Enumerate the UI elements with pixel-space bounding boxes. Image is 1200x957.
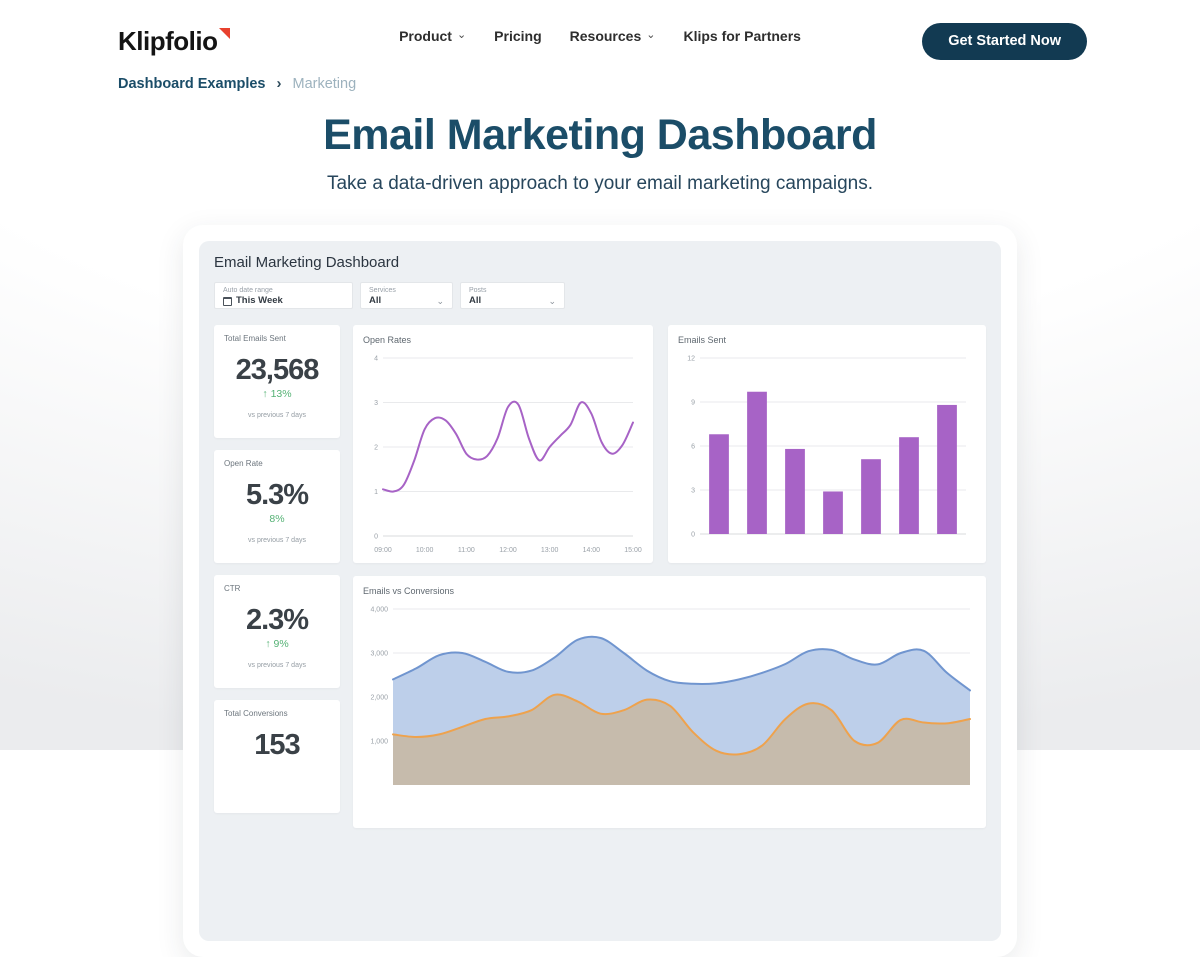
svg-text:0: 0 bbox=[374, 534, 378, 541]
svg-text:14:00: 14:00 bbox=[583, 547, 601, 554]
open-rates-chart: 0 1 2 3 4 09:00 10:00 11:00 12:00 13:00 14:00 15:00 bbox=[374, 356, 642, 555]
chevron-down-icon: ⌄ bbox=[548, 296, 556, 306]
get-started-button[interactable]: Get Started Now bbox=[922, 22, 1087, 60]
filter-value-row: This Week bbox=[223, 295, 344, 307]
svg-text:12:00: 12:00 bbox=[499, 547, 517, 554]
chevron-down-icon: ⌄ bbox=[456, 29, 467, 41]
kpi-note: vs previous 7 days bbox=[248, 662, 306, 669]
kpi-label: Open Rate bbox=[224, 459, 263, 468]
nav-item-product[interactable]: Product ⌄ bbox=[399, 28, 466, 44]
svg-text:3: 3 bbox=[691, 488, 695, 495]
filter-services[interactable]: Services All ⌄ bbox=[360, 282, 453, 309]
kpi-value: 5.3% bbox=[245, 479, 309, 511]
nav-item-label: Resources bbox=[569, 28, 642, 44]
kpi-delta: 8% bbox=[269, 513, 285, 525]
svg-text:1: 1 bbox=[374, 489, 378, 496]
emails-sent-title: Emails Sent bbox=[678, 335, 727, 345]
svg-text:0: 0 bbox=[691, 532, 695, 539]
svg-text:1,000: 1,000 bbox=[370, 739, 388, 746]
svg-text:3: 3 bbox=[374, 400, 378, 407]
chevron-down-icon: ⌄ bbox=[436, 296, 444, 306]
chevron-down-icon: ⌄ bbox=[646, 29, 656, 41]
svg-text:2: 2 bbox=[374, 445, 378, 452]
filter-label: Posts bbox=[469, 287, 487, 294]
breadcrumb-parent-link[interactable]: Dashboard Examples bbox=[118, 76, 266, 92]
svg-text:4,000: 4,000 bbox=[370, 607, 388, 614]
kpi-delta: ↑ 9% bbox=[265, 638, 289, 650]
logo-flag-icon bbox=[219, 28, 231, 39]
nav-item-label: Product bbox=[399, 28, 452, 44]
charts-column: Open Rates 0 1 2 3 4 09:00 10:00 11:00 12:00 13:0… bbox=[353, 325, 986, 828]
open-rates-title: Open Rates bbox=[363, 335, 412, 345]
svg-text:12: 12 bbox=[687, 356, 695, 363]
kpi-column: Total Emails Sent 23,568 ↑ 13% vs previous … bbox=[214, 325, 340, 828]
charts-row: Open Rates 0 1 2 3 4 09:00 10:00 11:00 12:00 13:0… bbox=[353, 325, 986, 563]
svg-text:9: 9 bbox=[691, 400, 695, 407]
svg-text:11:00: 11:00 bbox=[458, 547, 475, 554]
breadcrumb: Dashboard Examples › Marketing bbox=[0, 62, 1200, 93]
page-subtitle: Take a data-driven approach to your emai… bbox=[326, 173, 873, 194]
svg-text:4: 4 bbox=[374, 356, 378, 363]
svg-text:15:00: 15:00 bbox=[624, 547, 642, 554]
kpi-value: 2.3% bbox=[245, 604, 309, 636]
nav-item-klips-for-partners[interactable]: Klips for Partners bbox=[683, 28, 800, 44]
svg-text:10:00: 10:00 bbox=[416, 547, 434, 554]
filter-label: Auto date range bbox=[223, 287, 273, 294]
emails-sent-chart: 0 3 6 9 12 bbox=[687, 356, 966, 539]
filter-auto-date-range[interactable]: Auto date range This Week bbox=[214, 282, 353, 309]
kpi-card-ctr: CTR 2.3% ↑ 9% vs previous 7 days bbox=[214, 575, 340, 688]
svg-text:09:00: 09:00 bbox=[374, 547, 392, 554]
breadcrumb-current: Marketing bbox=[292, 76, 357, 92]
klipfolio-logo[interactable]: Klipfolio bbox=[118, 26, 231, 56]
nav-item-label: Klips for Partners bbox=[683, 28, 801, 44]
main-nav: Product ⌄ Pricing Resources ⌄ Klips for Partn… bbox=[0, 28, 1200, 44]
emails-vs-conversions-title: Emails vs Conversions bbox=[363, 586, 455, 596]
kpi-label: Total Conversions bbox=[224, 709, 288, 718]
nav-item-label: Pricing bbox=[494, 28, 542, 44]
kpi-label: CTR bbox=[224, 584, 241, 593]
kpi-delta: ↑ 13% bbox=[262, 388, 292, 400]
logo-text: Klipfolio bbox=[118, 26, 218, 56]
svg-text:3,000: 3,000 bbox=[370, 651, 388, 658]
dashboard-panel: Email Marketing Dashboard Auto date rang… bbox=[199, 241, 1001, 941]
filter-value: All bbox=[469, 295, 482, 306]
kpi-value: 23,568 bbox=[235, 354, 320, 386]
emails-vs-conversions-widget: Emails vs Conversions 1,000 2,000 3,000 4,0… bbox=[353, 576, 986, 828]
kpi-note: vs previous 7 days bbox=[248, 537, 306, 544]
filter-label: Services bbox=[369, 287, 396, 294]
emails-sent-widget: Emails Sent 0 3 6 9 12 bbox=[668, 325, 986, 563]
filter-value: This Week bbox=[236, 295, 283, 306]
kpi-card-total-emails-sent: Total Emails Sent 23,568 ↑ 13% vs previous … bbox=[214, 325, 340, 438]
kpi-card-open-rate: Open Rate 5.3% 8% vs previous 7 days bbox=[214, 450, 340, 563]
kpi-label: Total Emails Sent bbox=[224, 334, 286, 343]
nav-item-pricing[interactable]: Pricing bbox=[494, 28, 541, 44]
emails-vs-conversions-chart: 1,000 2,000 3,000 4,000 bbox=[370, 607, 971, 785]
dashboard-title: Email Marketing Dashboard bbox=[214, 254, 400, 271]
nav-item-resources[interactable]: Resources ⌄ bbox=[570, 28, 656, 44]
kpi-card-total-conversions: Total Conversions 153 bbox=[214, 700, 340, 813]
kpi-value: 153 bbox=[254, 729, 300, 761]
filter-bar: Auto date range This Week Services All ⌄ Post… bbox=[214, 282, 986, 309]
kpi-note: vs previous 7 days bbox=[248, 412, 306, 419]
dashboard-preview-card: Email Marketing Dashboard Auto date rang… bbox=[183, 225, 1017, 957]
open-rates-widget: Open Rates 0 1 2 3 4 09:00 10:00 11:00 12:00 13:0… bbox=[353, 325, 653, 563]
calendar-icon bbox=[223, 296, 232, 306]
filter-value: All bbox=[369, 295, 382, 306]
page-title: Email Marketing Dashboard bbox=[323, 111, 877, 159]
filter-posts[interactable]: Posts All ⌄ bbox=[460, 282, 565, 309]
site-header: Klipfolio Product ⌄ Pricing Resources ⌄ Klips… bbox=[0, 0, 1200, 62]
svg-text:2,000: 2,000 bbox=[370, 695, 388, 702]
filter-value-row: All ⌄ bbox=[369, 295, 444, 307]
dashboard-grid: Total Emails Sent 23,568 ↑ 13% vs previous … bbox=[214, 325, 986, 828]
svg-text:6: 6 bbox=[691, 444, 695, 451]
chevron-right-icon: › bbox=[276, 74, 282, 92]
filter-value-row: All ⌄ bbox=[469, 295, 556, 307]
svg-text:13:00: 13:00 bbox=[541, 547, 559, 554]
